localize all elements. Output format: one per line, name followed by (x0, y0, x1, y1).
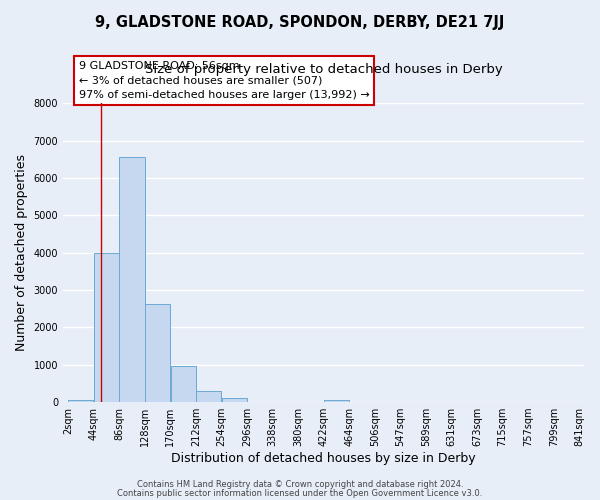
Text: Contains public sector information licensed under the Open Government Licence v3: Contains public sector information licen… (118, 488, 482, 498)
Bar (222, 398, 247, 402)
Text: 9, GLADSTONE ROAD, SPONDON, DERBY, DE21 7JJ: 9, GLADSTONE ROAD, SPONDON, DERBY, DE21 … (95, 15, 505, 30)
Bar (145, 304, 170, 402)
Text: 9 GLADSTONE ROAD: 56sqm
← 3% of detached houses are smaller (507)
97% of semi-de: 9 GLADSTONE ROAD: 56sqm ← 3% of detached… (79, 61, 370, 100)
Text: Contains HM Land Registry data © Crown copyright and database right 2024.: Contains HM Land Registry data © Crown c… (137, 480, 463, 489)
Bar (68, 400, 94, 402)
Bar (170, 366, 196, 402)
Title: Size of property relative to detached houses in Derby: Size of property relative to detached ho… (145, 63, 503, 76)
Bar (196, 390, 221, 402)
Bar (324, 400, 349, 402)
Y-axis label: Number of detached properties: Number of detached properties (15, 154, 28, 352)
Bar (94, 253, 119, 402)
Bar (119, 157, 145, 402)
X-axis label: Distribution of detached houses by size in Derby: Distribution of detached houses by size … (172, 452, 476, 465)
